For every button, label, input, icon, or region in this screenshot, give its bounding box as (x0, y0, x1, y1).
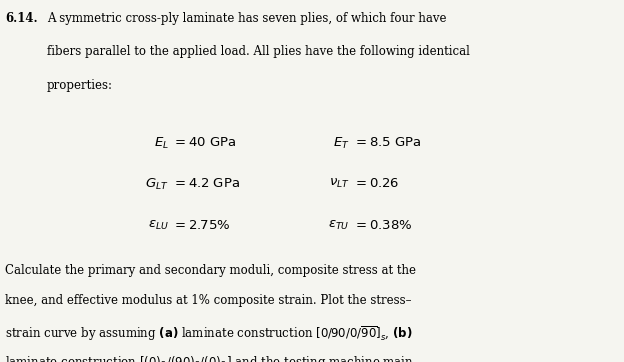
Text: 6.14.: 6.14. (5, 12, 37, 25)
Text: $\epsilon_{TU}$: $\epsilon_{TU}$ (328, 219, 349, 232)
Text: $= 2.75\%$: $= 2.75\%$ (172, 219, 230, 232)
Text: $= 4.2\ \mathrm{GPa}$: $= 4.2\ \mathrm{GPa}$ (172, 177, 240, 190)
Text: strain curve by assuming $\mathbf{(a)}$ laminate construction $[0/90/0/\overline: strain curve by assuming $\mathbf{(a)}$ … (5, 324, 412, 343)
Text: laminate construction $[(0)_2/(90)_3/(0)_2]$ and the testing machine main-: laminate construction $[(0)_2/(90)_3/(0)… (5, 354, 417, 362)
Text: $\nu_{LT}$: $\nu_{LT}$ (329, 177, 349, 190)
Text: knee, and effective modulus at 1% composite strain. Plot the stress–: knee, and effective modulus at 1% compos… (5, 294, 411, 307)
Text: $= 8.5\ \mathrm{GPa}$: $= 8.5\ \mathrm{GPa}$ (353, 136, 421, 149)
Text: $G_{LT}$: $G_{LT}$ (145, 177, 168, 193)
Text: $\epsilon_{LU}$: $\epsilon_{LU}$ (147, 219, 168, 232)
Text: $= 0.38\%$: $= 0.38\%$ (353, 219, 412, 232)
Text: properties:: properties: (47, 79, 113, 92)
Text: $E_T$: $E_T$ (333, 136, 349, 151)
Text: A symmetric cross-ply laminate has seven plies, of which four have: A symmetric cross-ply laminate has seven… (47, 12, 446, 25)
Text: $E_L$: $E_L$ (154, 136, 168, 151)
Text: $= 0.26$: $= 0.26$ (353, 177, 399, 190)
Text: $= 40\ \mathrm{GPa}$: $= 40\ \mathrm{GPa}$ (172, 136, 236, 149)
Text: Calculate the primary and secondary moduli, composite stress at the: Calculate the primary and secondary modu… (5, 264, 416, 277)
Text: fibers parallel to the applied load. All plies have the following identical: fibers parallel to the applied load. All… (47, 45, 470, 58)
